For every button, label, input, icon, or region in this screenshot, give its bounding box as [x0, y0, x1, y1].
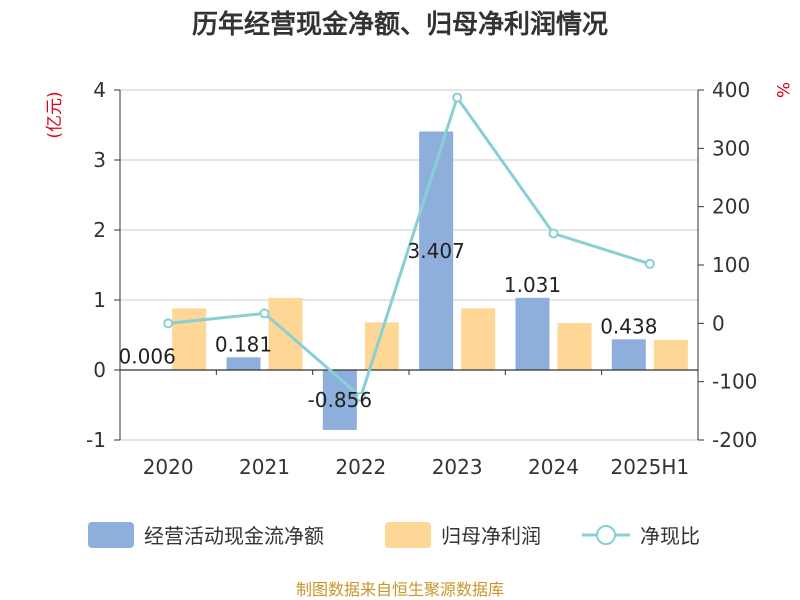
right-tick-label: 400	[712, 78, 750, 102]
cashflow-bar	[611, 339, 646, 370]
legend-ratio-label: 净现比	[640, 524, 700, 548]
data-labels: 0.006 0.181 -0.856 3.407 1.031 0.438	[119, 239, 658, 412]
net-profit-bar	[172, 308, 207, 370]
ratio-point	[548, 228, 559, 239]
cashflow-bar	[515, 297, 550, 370]
grid-lines	[120, 89, 698, 441]
left-tick-label: 4	[93, 78, 106, 102]
legend-net-profit: 归母净利润	[385, 522, 541, 548]
ratio-point	[355, 391, 366, 402]
cashflow-data-label: 0.006	[119, 345, 176, 369]
left-tick-label: 0	[93, 358, 106, 382]
category-label: 2025H1	[610, 455, 689, 479]
left-tick-label: 1	[93, 288, 106, 312]
right-tick-label: -100	[712, 370, 757, 394]
ratio-point	[644, 258, 655, 269]
ratio-line-path	[168, 96, 651, 399]
left-tick-label: 3	[93, 148, 106, 172]
category-label: 2024	[528, 455, 579, 479]
right-tick-label: 0	[712, 311, 725, 335]
category-label: 2020	[143, 455, 194, 479]
legend-cashflow-swatch	[88, 522, 134, 548]
right-tick-label: 100	[712, 253, 750, 277]
net-profit-bar	[268, 297, 303, 370]
cashflow-data-label: 3.407	[408, 239, 465, 263]
net-profit-bar	[653, 339, 688, 370]
ratio-point	[452, 92, 463, 103]
right-tick-label: 300	[712, 136, 750, 160]
category-label: 2023	[432, 455, 483, 479]
legend: 经营活动现金流净额 归母净利润 净现比	[88, 522, 700, 548]
cashflow-bar	[226, 357, 261, 370]
net-profit-bar	[557, 323, 592, 370]
legend-ratio-swatch-marker	[596, 525, 616, 545]
left-tick-label: 2	[93, 218, 106, 242]
legend-net-profit-label: 归母净利润	[441, 524, 541, 548]
category-label: 2021	[239, 455, 290, 479]
right-tick-label: -200	[712, 428, 757, 452]
bars	[130, 131, 688, 430]
ratio-line	[163, 92, 655, 402]
cashflow-bar	[419, 131, 454, 370]
left-axis-unit: (亿元)	[45, 91, 65, 138]
cashflow-data-label: 1.031	[504, 273, 561, 297]
cashflow-data-label: -0.856	[308, 388, 372, 412]
left-tick-label: -1	[86, 428, 106, 452]
legend-ratio: 净现比	[582, 524, 700, 548]
right-tick-label: 200	[712, 195, 750, 219]
category-label: 2022	[335, 455, 386, 479]
legend-cashflow-label: 经营活动现金流净额	[144, 524, 324, 548]
chart-title: 历年经营现金净额、归母净利润情况	[192, 9, 608, 40]
right-axis-unit: %	[772, 82, 792, 98]
axes: -1 0 1 2 3 4 -200 -100 0 100 200 300 400 2020 2021 2022…	[86, 78, 757, 479]
source-note: 制图数据来自恒生聚源数据库	[296, 580, 504, 599]
legend-net-profit-swatch	[385, 522, 431, 548]
legend-cashflow: 经营活动现金流净额	[88, 522, 324, 548]
ratio-point	[259, 308, 270, 319]
net-profit-bar	[461, 308, 496, 370]
cashflow-data-label: 0.181	[215, 332, 272, 356]
cashflow-data-label: 0.438	[600, 314, 657, 338]
ratio-point	[163, 318, 174, 329]
